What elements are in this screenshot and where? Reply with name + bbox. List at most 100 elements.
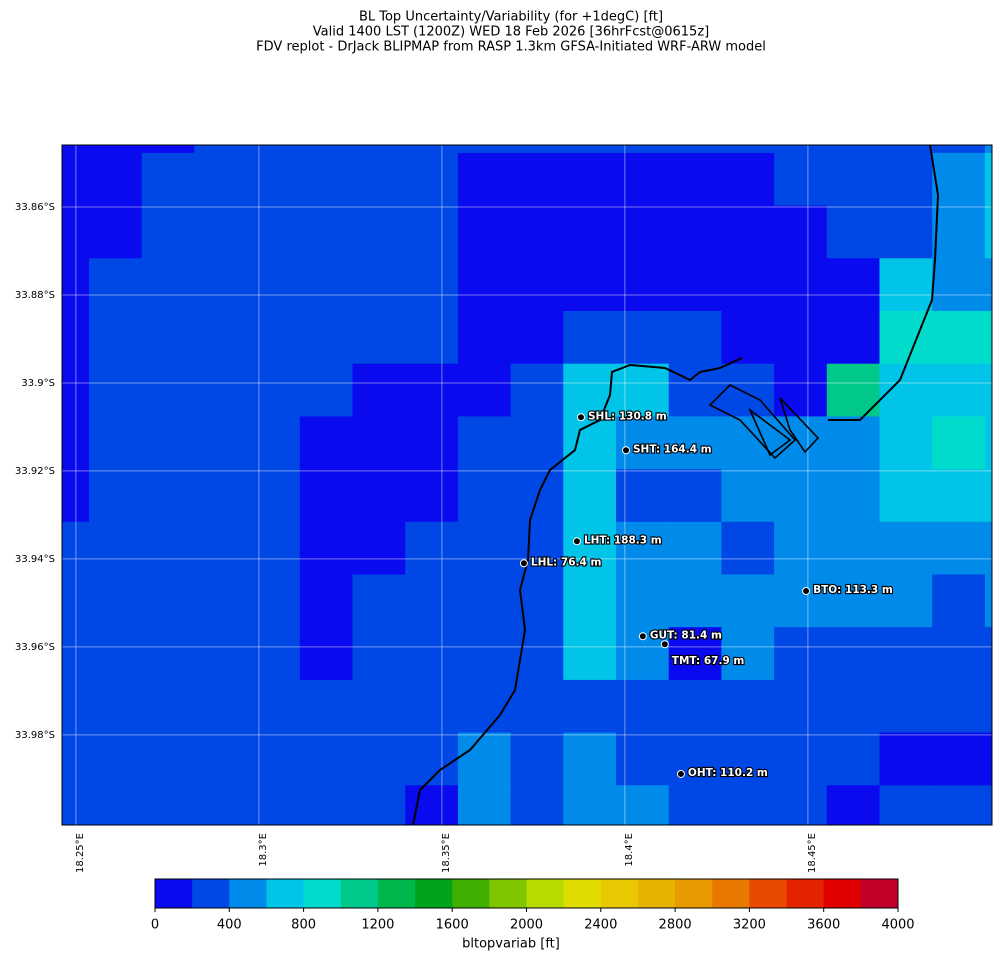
cell [89, 205, 143, 259]
colorbar-swatch [377, 879, 416, 908]
cell [141, 363, 195, 417]
colorbar-swatch [229, 879, 267, 908]
cell [89, 311, 143, 365]
cell [721, 627, 775, 681]
cell [616, 152, 670, 207]
colorbar-swatch [749, 879, 788, 908]
cell [826, 258, 881, 312]
colorbar-tick-label: 2800 [659, 918, 692, 933]
cell [352, 627, 406, 681]
cell [194, 416, 248, 470]
cell [879, 785, 933, 825]
cell [668, 627, 722, 681]
x-tick-label: 18.3°E [258, 833, 269, 867]
cell [62, 469, 90, 523]
cell [247, 679, 301, 734]
y-tick-label: 33.86°S [15, 202, 55, 213]
cell [984, 311, 992, 365]
cell [141, 205, 195, 259]
cell [774, 205, 828, 259]
cell [563, 469, 617, 523]
cell [668, 469, 722, 523]
colorbar-swatch [452, 879, 490, 908]
cell [668, 363, 722, 417]
cell [247, 152, 301, 207]
cell [247, 732, 301, 786]
cell [299, 311, 354, 365]
cell [405, 152, 459, 207]
cell [721, 145, 775, 154]
cell [405, 145, 459, 154]
station-label: TMT: 67.9 m [672, 655, 745, 667]
cell [62, 416, 90, 470]
cell [141, 145, 195, 154]
cell [62, 311, 90, 365]
cell [62, 785, 90, 825]
colorbar-swatch [786, 879, 825, 908]
cell [89, 521, 143, 576]
cell [89, 363, 143, 417]
cell [774, 152, 828, 207]
cell [299, 469, 354, 523]
cell [616, 574, 670, 628]
cell [563, 679, 617, 734]
cell [668, 732, 722, 786]
map-frame [61, 144, 993, 826]
cell [984, 732, 992, 786]
cell [774, 145, 828, 154]
cell [668, 521, 722, 576]
cell [89, 732, 143, 786]
cell [457, 152, 512, 207]
station-label: GUT: 81.4 m [650, 629, 722, 641]
cell [932, 679, 986, 734]
cell [62, 363, 90, 417]
station-label: OHT: 110.2 m [688, 767, 768, 779]
cell [247, 311, 301, 365]
harbour [748, 407, 792, 457]
cell [89, 152, 143, 207]
cell [984, 785, 992, 825]
cell [352, 521, 406, 576]
cell [721, 258, 775, 312]
cell [826, 679, 881, 734]
cell [668, 145, 722, 154]
x-tick-label: 18.45°E [807, 833, 818, 873]
cell [247, 469, 301, 523]
cell [510, 363, 564, 417]
colorbar-tick-label: 4000 [881, 918, 914, 933]
cell [89, 785, 143, 825]
cell [826, 152, 881, 207]
station-marker [576, 413, 585, 422]
y-tick-label: 33.92°S [15, 466, 55, 477]
colorbar-swatch [155, 879, 193, 908]
cell [563, 311, 617, 365]
cell [563, 363, 617, 417]
cell [774, 311, 828, 365]
cell [616, 416, 670, 470]
cell [879, 679, 933, 734]
y-tick-label: 33.88°S [15, 290, 55, 301]
colorbar-tick-label: 1200 [361, 918, 394, 933]
cell [141, 469, 195, 523]
cell [932, 311, 986, 365]
cell [457, 416, 512, 470]
cell [62, 152, 90, 207]
coastline [412, 145, 940, 825]
cell [826, 732, 881, 786]
colorbar-label: bltopvariab [ft] [462, 937, 560, 952]
cell [668, 416, 722, 470]
cell [141, 416, 195, 470]
cell [616, 732, 670, 786]
cell [721, 469, 775, 523]
colorbar-tick-label: 800 [291, 918, 316, 933]
cell [721, 679, 775, 734]
cell [879, 521, 933, 576]
cell [616, 258, 670, 312]
cell [668, 205, 722, 259]
cell [194, 258, 248, 312]
cell [774, 785, 828, 825]
cell [299, 145, 354, 154]
cell [352, 145, 406, 154]
cell [141, 258, 195, 312]
